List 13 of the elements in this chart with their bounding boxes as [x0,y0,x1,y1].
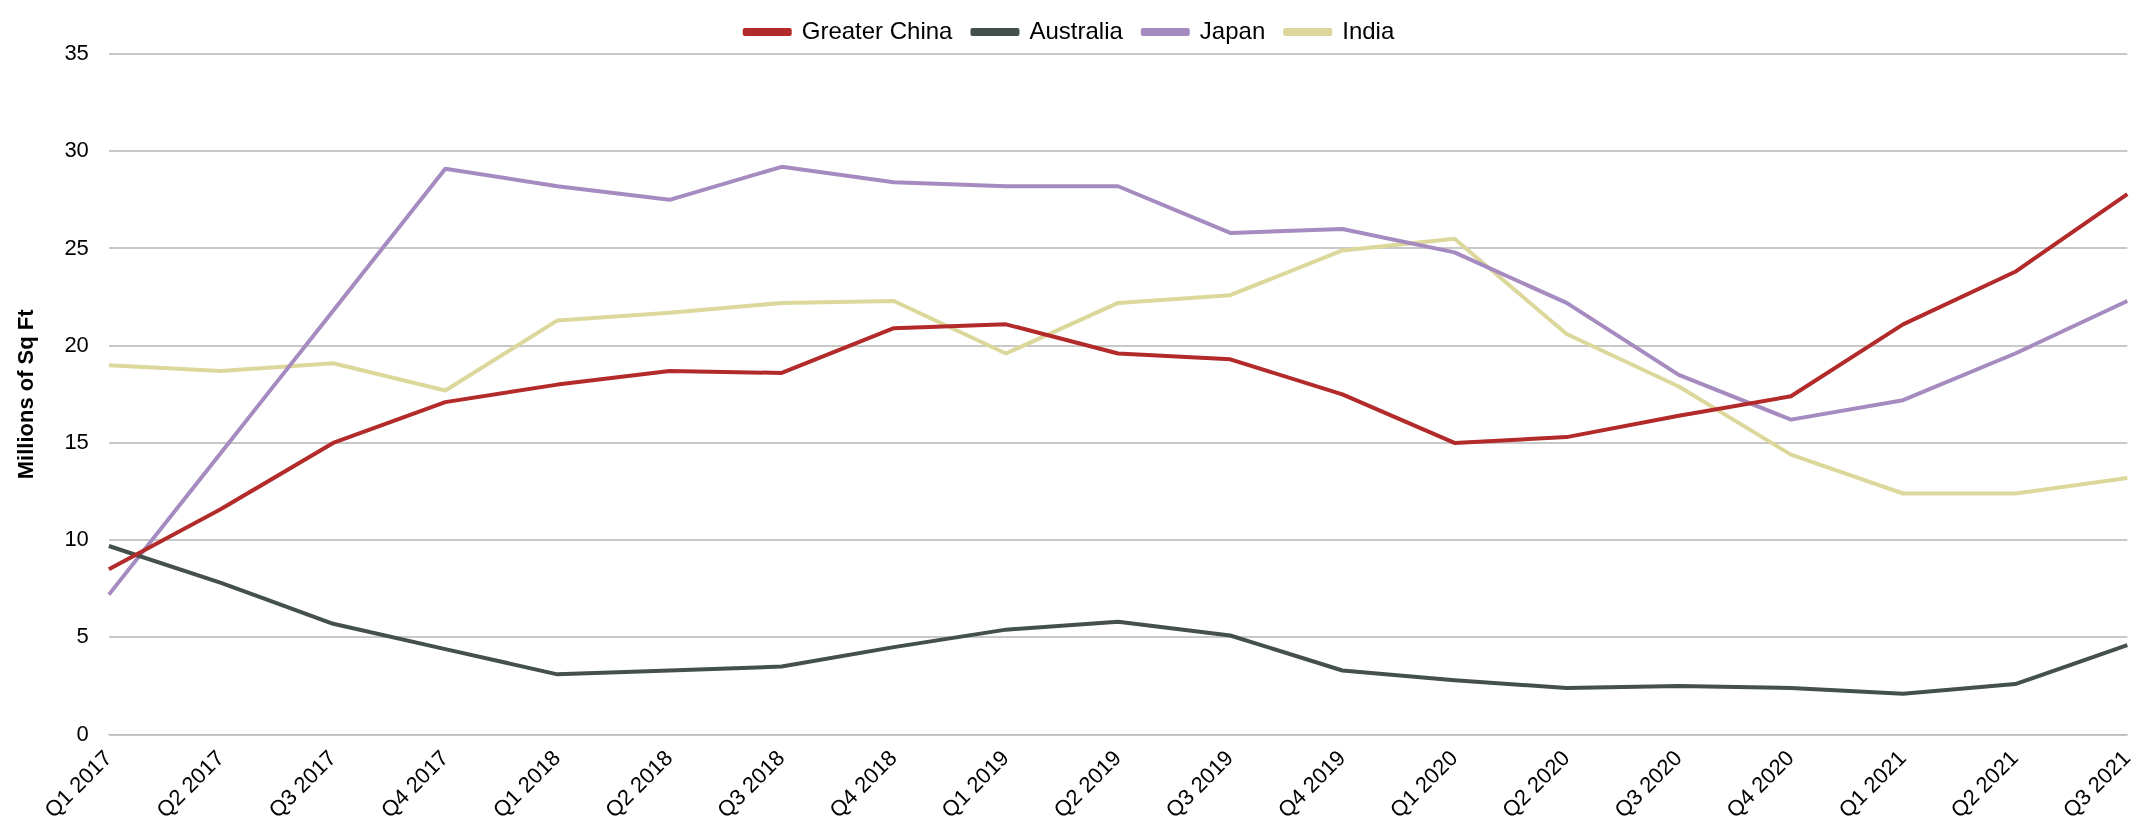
legend-label: Australia [1029,16,1124,44]
y-tick-label: 20 [64,331,89,357]
y-tick-label: 15 [64,429,89,455]
y-tick-label: 5 [76,623,89,649]
legend-label: Greater China [801,16,954,44]
y-tick-label: 30 [64,137,89,163]
legend-label: India [1342,16,1395,44]
legend-label: Japan [1199,16,1266,44]
y-tick-label: 10 [64,526,89,552]
y-tick-label: 35 [64,40,89,66]
y-axis-title: Millions of Sq Ft [13,308,39,480]
y-tick-label: 0 [76,720,89,746]
y-tick-label: 25 [64,234,89,260]
